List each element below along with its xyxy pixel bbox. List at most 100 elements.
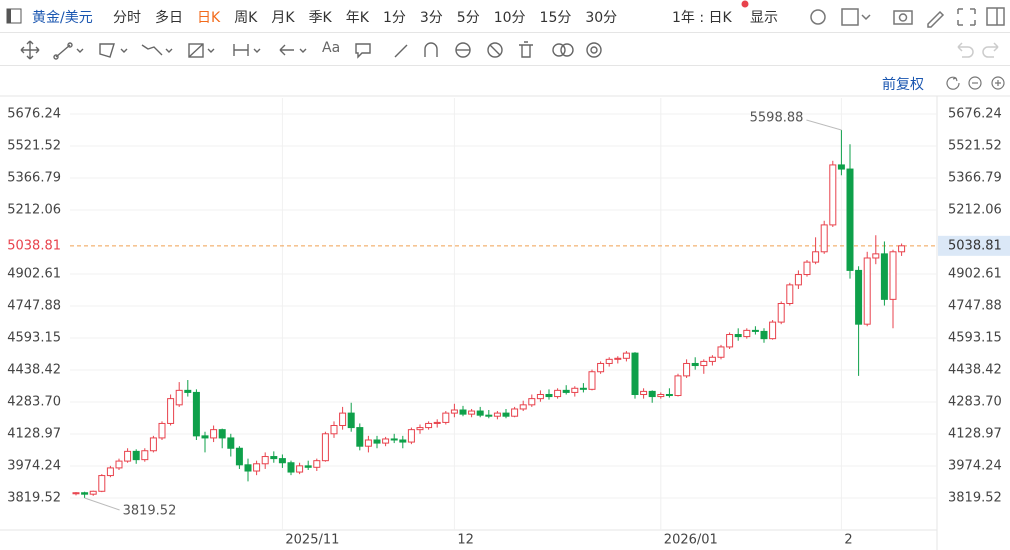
y-tick-label: 4747.88 (7, 299, 61, 314)
period-button[interactable]: 10分 (493, 10, 526, 26)
candle-body (829, 164, 837, 226)
period-button[interactable]: 15分 (539, 10, 572, 26)
candle-body (683, 362, 691, 377)
y-tick-label: 4438.42 (7, 363, 61, 378)
period-button[interactable]: 周K (234, 10, 258, 26)
candle-body (339, 412, 347, 427)
candle-body (717, 346, 725, 358)
period-button[interactable]: 季K (308, 10, 332, 26)
candle-body (468, 410, 476, 415)
candle-body (786, 284, 794, 304)
last-price-label: 5038.81 (7, 238, 61, 253)
candle-body (863, 257, 871, 325)
candle-body (167, 398, 175, 424)
toolbar-icons (810, 7, 1005, 28)
candle-body (356, 427, 364, 447)
panel-icon[interactable] (6, 8, 22, 24)
candle-body (261, 456, 269, 465)
candle-body (794, 274, 802, 286)
candle-body (665, 393, 673, 397)
period-button[interactable]: 多日 (155, 10, 183, 26)
candle-body (192, 391, 200, 437)
last-price-label-right: 5038.81 (948, 238, 1002, 253)
period-button[interactable]: 分时 (113, 10, 141, 26)
candle-body (588, 371, 596, 390)
candle-body (132, 450, 140, 461)
candle-body (399, 439, 407, 443)
period-button[interactable]: 月K (271, 10, 295, 26)
period-button[interactable]: 1分 (382, 10, 406, 26)
candle-body (124, 450, 132, 462)
candle-body (691, 362, 699, 367)
candle-body (726, 334, 734, 348)
candle-body (605, 358, 613, 364)
zoom-controls[interactable] (942, 73, 1008, 93)
display-select[interactable]: 显示 (750, 10, 778, 26)
candle-body (407, 429, 415, 443)
candle-body (106, 467, 114, 477)
candle-body (218, 429, 226, 439)
candle-body (201, 435, 209, 439)
candle-body (244, 464, 252, 472)
candle-body (149, 437, 157, 452)
y-tick-label: 4283.70 (7, 395, 61, 410)
candle-body (502, 412, 510, 417)
candle-body (382, 438, 390, 444)
candle-body (743, 329, 751, 338)
notice-dot (741, 0, 749, 8)
candle-body (459, 409, 467, 415)
undo-redo[interactable] (950, 39, 1006, 61)
y-tick-label-right: 3819.52 (948, 491, 1002, 506)
range-select[interactable]: 1年 : 日K (672, 10, 732, 26)
y-tick-label-right: 4902.61 (948, 266, 1002, 281)
candle-body (614, 357, 622, 360)
candle-body (425, 422, 433, 429)
candle-body (898, 245, 906, 253)
candle-body (304, 465, 312, 468)
x-tick-label: 2026/01 (664, 533, 718, 548)
candle-body (270, 456, 278, 460)
candle-body (89, 490, 97, 495)
candle-body (296, 465, 304, 473)
candle-body (235, 447, 243, 466)
period-button[interactable]: 年K (345, 10, 369, 26)
candle-body (528, 398, 536, 406)
y-tick-label: 5676.24 (7, 106, 61, 121)
text-tool[interactable]: Aa (322, 40, 341, 56)
candle-body (760, 330, 768, 340)
candle-body (210, 429, 218, 439)
candle-body (648, 390, 656, 398)
candle-body (72, 492, 80, 495)
candle-body (287, 462, 295, 473)
candle-body (562, 389, 570, 393)
candle-body (803, 261, 811, 276)
candle-body (820, 224, 828, 253)
adjust-select[interactable]: 前复权 (882, 77, 924, 93)
candle-body (313, 460, 321, 468)
candle-body (708, 356, 716, 362)
candle-body (519, 404, 527, 410)
period-button[interactable]: 30分 (585, 10, 618, 26)
candle-body (141, 450, 149, 461)
candle-body (330, 425, 338, 435)
candle-body (700, 360, 708, 367)
period-button[interactable]: 5分 (456, 10, 480, 26)
candle-body (253, 463, 261, 472)
candle-body (631, 352, 639, 395)
candle-body (751, 329, 759, 332)
candle-body (476, 410, 484, 416)
y-tick-label-right: 4283.70 (948, 395, 1002, 410)
y-tick-label-right: 3974.24 (948, 459, 1002, 474)
y-tick-label: 5366.79 (7, 170, 61, 185)
low-annotation: 3819.52 (123, 504, 177, 519)
period-button[interactable]: 3分 (419, 10, 443, 26)
symbol[interactable]: 黄金/美元 (32, 10, 93, 26)
y-tick-label-right: 5521.52 (948, 138, 1002, 153)
period-button[interactable]: 日K (197, 10, 221, 26)
y-tick-label: 4128.97 (7, 427, 61, 442)
y-tick-label-right: 4593.15 (948, 331, 1002, 346)
candle-body (442, 412, 450, 423)
y-tick-label: 4593.15 (7, 331, 61, 346)
